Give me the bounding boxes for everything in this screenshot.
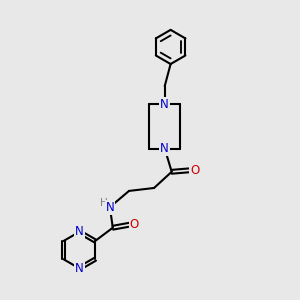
Text: N: N — [160, 142, 169, 155]
Text: H: H — [100, 198, 107, 208]
Text: O: O — [130, 218, 139, 231]
Text: N: N — [160, 98, 169, 111]
Text: N: N — [75, 262, 84, 275]
Text: O: O — [190, 164, 199, 177]
Text: N: N — [75, 225, 84, 239]
Text: N: N — [106, 201, 114, 214]
